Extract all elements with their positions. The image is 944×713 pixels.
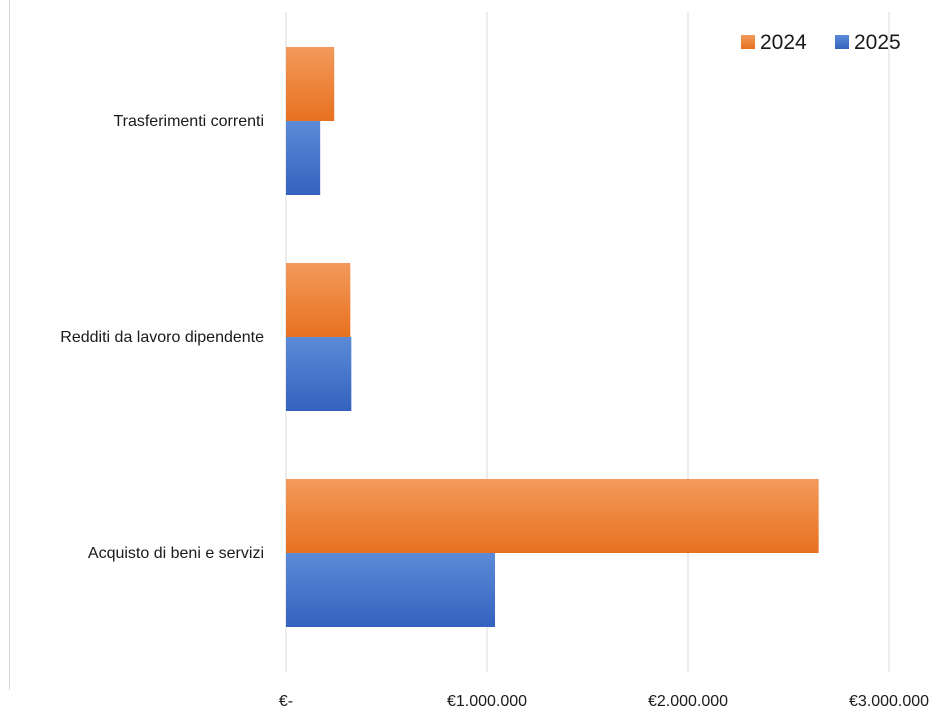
legend-swatch-2024 bbox=[741, 35, 755, 49]
bar-2025-1 bbox=[286, 337, 352, 411]
bar-2024-0 bbox=[286, 47, 335, 121]
category-label: Redditi da lavoro dipendente bbox=[60, 329, 264, 346]
x-tick-label: €- bbox=[279, 693, 293, 710]
category-label: Acquisto di beni e servizi bbox=[88, 545, 264, 562]
x-tick-label: €3.000.000 bbox=[849, 693, 929, 710]
bar-2024-1 bbox=[286, 263, 351, 337]
legend-swatch-2025 bbox=[835, 35, 849, 49]
bar-2025-0 bbox=[286, 121, 321, 195]
legend-label: 2025 bbox=[854, 31, 901, 54]
bar-2024-2 bbox=[286, 479, 819, 553]
category-labels: Trasferimenti correnti Redditi da lavoro … bbox=[60, 113, 264, 562]
bar-2025-2 bbox=[286, 553, 496, 627]
bars bbox=[286, 47, 819, 627]
x-tick-label: €2.000.000 bbox=[648, 693, 728, 710]
x-tick-label: €1.000.000 bbox=[447, 693, 527, 710]
legend: 2024 2025 bbox=[741, 31, 901, 54]
legend-label: 2024 bbox=[760, 31, 807, 54]
category-label: Trasferimenti correnti bbox=[113, 113, 264, 130]
chart-frame-edge bbox=[9, 0, 10, 690]
x-axis-tick-labels: €- €1.000.000 €2.000.000 €3.000.000 bbox=[279, 693, 929, 710]
